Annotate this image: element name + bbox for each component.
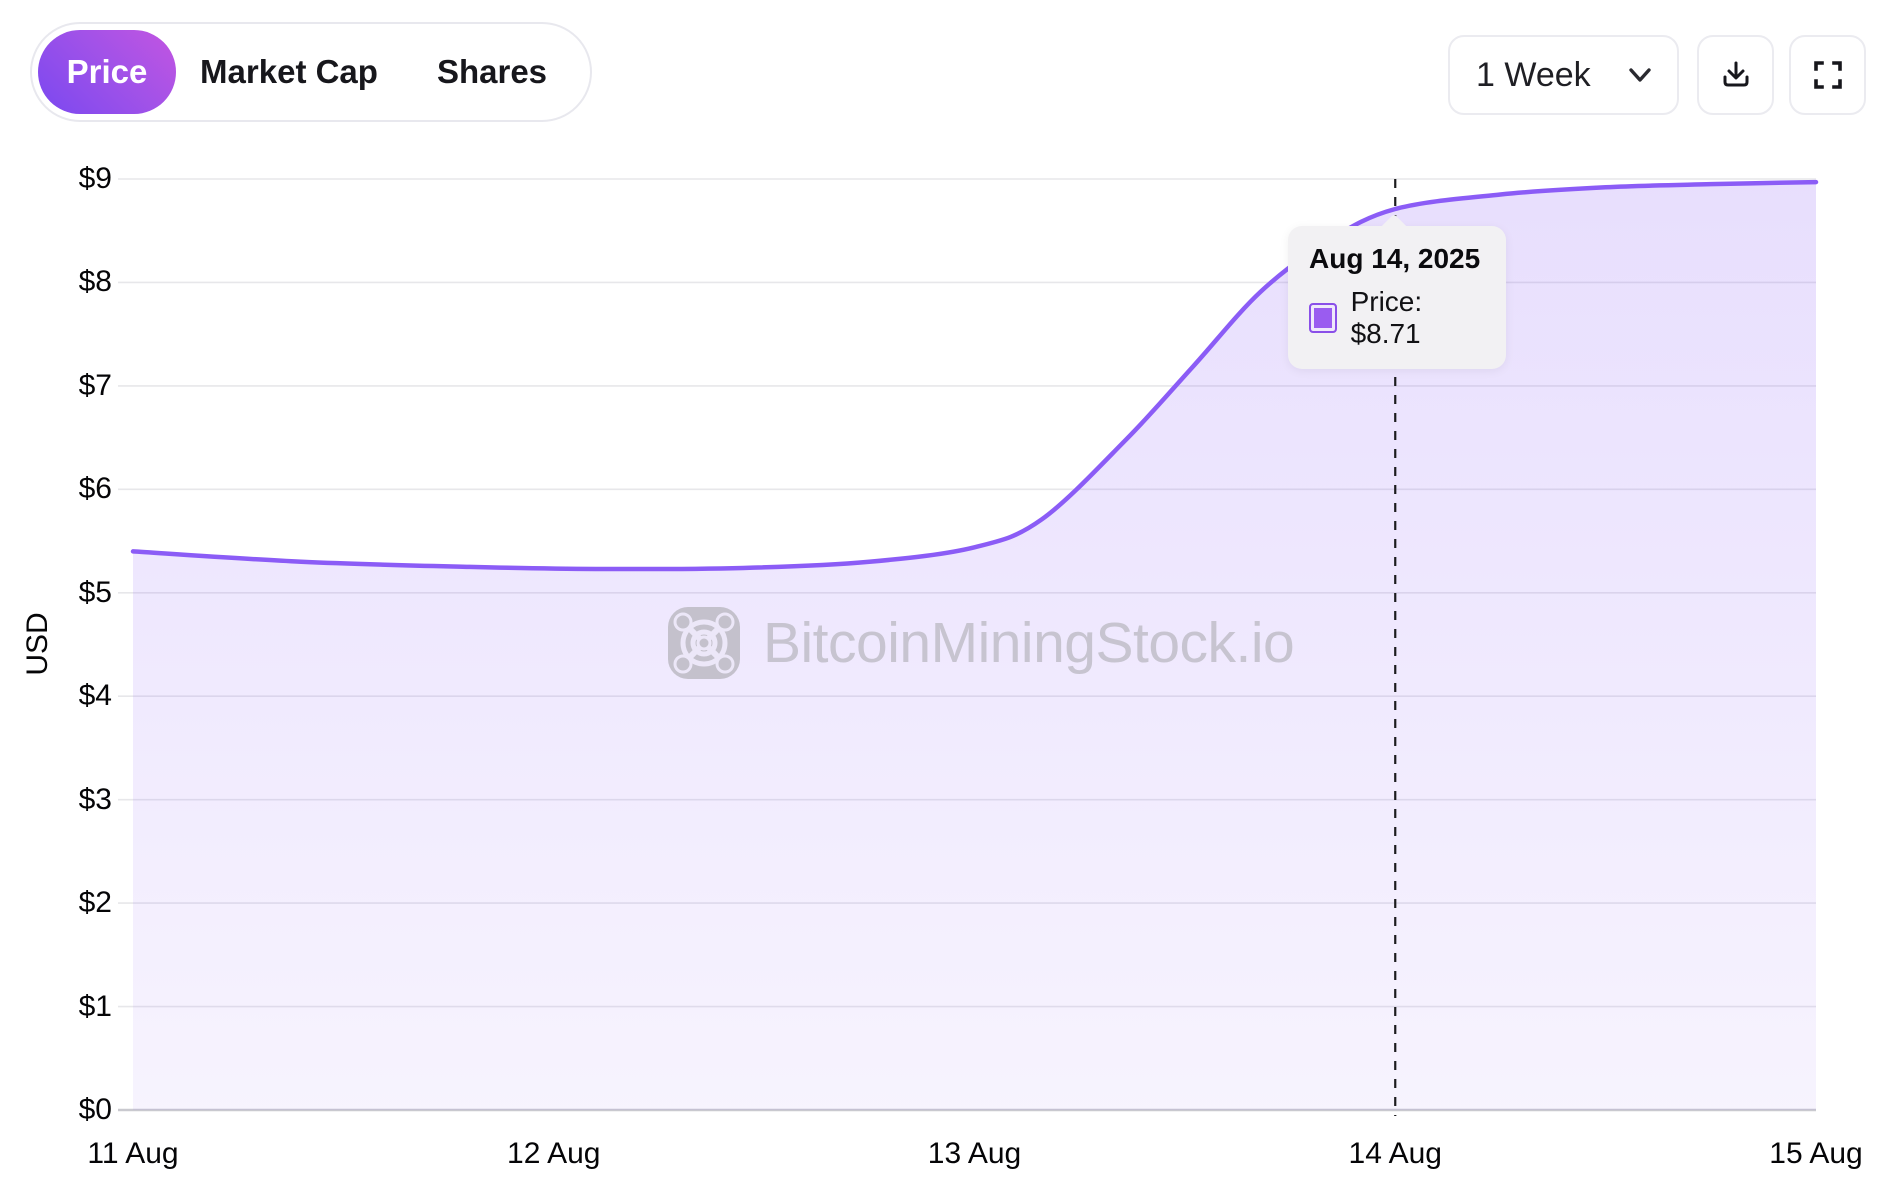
tooltip-row: Price: $8.71 xyxy=(1309,286,1486,350)
x-tick-label: 12 Aug xyxy=(507,1137,601,1170)
y-tick-label: $9 xyxy=(78,162,112,195)
download-button[interactable] xyxy=(1697,35,1774,115)
download-icon xyxy=(1718,57,1754,93)
fullscreen-button[interactable] xyxy=(1789,35,1866,115)
price-series-swatch xyxy=(1309,303,1337,333)
y-tick-label: $6 xyxy=(78,472,112,506)
tab-market-cap[interactable]: Market Cap xyxy=(176,30,402,114)
y-tick-label: $4 xyxy=(78,679,112,713)
chevron-down-icon xyxy=(1625,60,1655,90)
fullscreen-icon xyxy=(1811,58,1845,92)
y-axis-title: USD xyxy=(21,612,54,676)
y-tick-label: $1 xyxy=(78,989,112,1023)
tab-shares[interactable]: Shares xyxy=(402,30,582,114)
tooltip-date: Aug 14, 2025 xyxy=(1309,243,1481,274)
chart-tooltip: Aug 14, 2025 Price: $8.71 xyxy=(1288,213,1506,369)
x-tick-label: 13 Aug xyxy=(927,1137,1022,1170)
y-tick-label: $5 xyxy=(78,575,112,609)
y-tick-label: $3 xyxy=(78,782,112,816)
y-tick-label: $2 xyxy=(78,886,112,920)
price-area-fill xyxy=(133,182,1816,1110)
y-tick-label: $8 xyxy=(78,265,112,299)
x-tick-label: 15 Aug xyxy=(1769,1137,1863,1170)
y-tick-label: $7 xyxy=(78,368,112,402)
tooltip-price-value: Price: $8.71 xyxy=(1350,286,1423,349)
y-tick-label: $0 xyxy=(78,1093,112,1126)
x-tick-label: 11 Aug xyxy=(87,1137,179,1170)
metric-tab-group: Price Market Cap Shares xyxy=(30,22,592,122)
time-range-select[interactable]: 1 Week xyxy=(1448,35,1679,115)
time-range-value: 1 Week xyxy=(1476,55,1591,94)
x-tick-label: 14 Aug xyxy=(1348,1137,1442,1170)
price-line xyxy=(130,179,1819,572)
tab-price[interactable]: Price xyxy=(38,30,176,114)
